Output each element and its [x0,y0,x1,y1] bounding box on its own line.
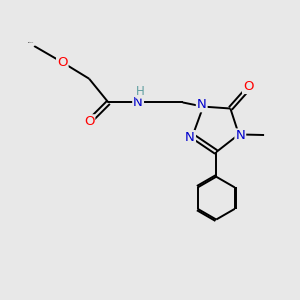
Text: N: N [185,131,195,144]
Text: O: O [84,115,94,128]
Text: N: N [236,129,245,142]
Text: O: O [57,56,68,69]
Text: O: O [243,80,254,93]
Text: N: N [197,98,207,111]
Text: methoxy: methoxy [34,45,40,46]
Text: N: N [133,96,143,109]
Text: methoxy: methoxy [27,42,34,43]
Text: H: H [136,85,145,98]
